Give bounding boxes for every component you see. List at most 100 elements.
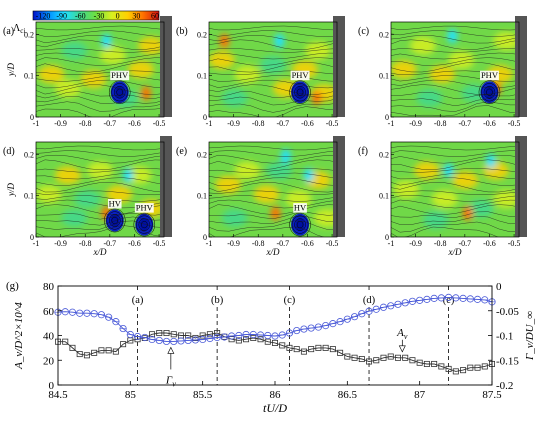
data-point: [243, 336, 250, 343]
cylinder-wall: [333, 16, 345, 117]
x-tick-label: 84.5: [48, 389, 68, 401]
vortex-label: PHV: [136, 203, 154, 213]
x-tick-label: 86: [270, 389, 282, 401]
series-annotation: Av: [396, 327, 408, 341]
panel-label: (d): [3, 146, 15, 157]
data-point: [228, 336, 235, 343]
y-tick-label: 0: [385, 113, 389, 122]
data-point: [206, 331, 213, 338]
data-point: [62, 338, 69, 345]
y-tick-label: 0.1: [197, 192, 207, 201]
data-point: [481, 363, 488, 370]
data-point: [474, 364, 481, 371]
field-panel: PHV (a) -1 -0.9 -0.8 -0.7 -0.6 -0.5 0 0.1 0.2 y/D: [3, 16, 172, 128]
x-tick-label: -0.5: [326, 239, 339, 248]
x-tick-label: -0.8: [79, 119, 92, 128]
data-point: [105, 347, 112, 354]
y-tick-label: 0: [203, 233, 207, 242]
x-tick-label: -0.5: [153, 239, 166, 248]
data-point: [185, 332, 192, 339]
vortex-label: PHV: [292, 70, 310, 80]
x-tick-label: -0.7: [104, 119, 117, 128]
y-right-tick-label: -0.1: [496, 331, 513, 343]
x-tick-label: -0.5: [508, 119, 521, 128]
data-point: [329, 346, 336, 353]
x-tick-label: -0.5: [153, 119, 166, 128]
y-tick-label: 0.2: [379, 30, 389, 39]
y-right-tick-label: 0: [496, 281, 502, 293]
x-axis-label: x/D: [448, 247, 462, 257]
colorbar-tick-label: -90: [56, 12, 67, 21]
data-point: [199, 332, 206, 339]
vortex-label: PHV: [111, 70, 129, 80]
x-tick-label: -0.8: [434, 119, 447, 128]
x-tick-label: -0.8: [434, 239, 447, 248]
y-tick-label: 0.2: [379, 150, 389, 159]
y-tick-label: 0: [203, 113, 207, 122]
colorbar-tick-label: 30: [132, 12, 140, 21]
x-tick-label: -1: [33, 119, 40, 128]
x-tick-label: 85.5: [193, 389, 213, 401]
colorbar-tick-label: 0: [116, 12, 120, 21]
y-right-tick-label: -0.05: [496, 306, 519, 318]
x-tick-label: -0.8: [79, 239, 92, 248]
data-point: [170, 331, 177, 338]
y-tick-label: 0: [30, 233, 34, 242]
panel-frame: [35, 21, 165, 118]
y-tick-label: 0.2: [24, 30, 34, 39]
y-tick-label: 0.2: [197, 30, 207, 39]
y-left-tick-label: 20: [43, 355, 55, 367]
data-point: [344, 353, 351, 360]
data-point: [358, 356, 365, 363]
colorbar-tick-label: 60: [151, 12, 159, 21]
data-point: [91, 349, 98, 356]
panel-frame: [208, 21, 338, 118]
x-tick-label: -0.7: [459, 239, 472, 248]
time-marker-label: (a): [132, 295, 144, 306]
x-tick-label: -1: [388, 239, 395, 248]
data-point: [373, 357, 380, 364]
streamlines: [391, 25, 519, 117]
data-point: [337, 349, 344, 356]
x-tick-label: -0.9: [409, 239, 422, 248]
colorbar-label: Λci: [13, 23, 25, 35]
x-tick-label: -0.6: [301, 239, 314, 248]
y-axis-label: y/D: [6, 183, 16, 197]
data-point: [445, 365, 452, 372]
y-axis-label: y/D: [6, 63, 16, 77]
data-point: [467, 364, 474, 371]
data-point: [402, 354, 409, 361]
colorbar-tick-label: -60: [75, 12, 86, 21]
y-tick-label: 0.1: [197, 72, 207, 81]
data-point: [250, 334, 257, 341]
x-tick-label: -0.7: [104, 239, 117, 248]
x-tick-label: -1: [33, 239, 40, 248]
series-line: [57, 296, 493, 342]
colorbar: Λci -120 -90 -60 -30 0 30 60: [13, 10, 160, 35]
x-tick-label: -1: [206, 239, 213, 248]
streamlines: [391, 145, 519, 237]
x-tick-label: -0.8: [252, 119, 265, 128]
data-point: [286, 344, 293, 351]
data-point: [69, 344, 76, 351]
cylinder-wall: [160, 136, 172, 237]
streamlines: [209, 25, 337, 117]
time-marker-label: (b): [211, 295, 224, 306]
data-point: [112, 348, 119, 355]
cylinder-wall: [160, 16, 172, 117]
time-marker-label: (d): [363, 295, 376, 306]
panel-label: (a): [3, 26, 14, 37]
x-tick-label: -0.7: [277, 239, 290, 248]
x-tick-label: -0.8: [252, 239, 265, 248]
data-point: [293, 346, 300, 353]
data-point: [308, 346, 315, 353]
data-point: [387, 353, 394, 360]
cylinder-wall: [515, 16, 527, 117]
data-point: [156, 330, 163, 337]
colorbar-tick-label: -120: [36, 12, 51, 21]
field-panel: HV (e) -1 -0.9 -0.8 -0.7 -0.6 -0.5 0 0.1 0.2 x/D: [176, 136, 345, 257]
x-tick-label: -0.6: [483, 119, 496, 128]
data-point: [315, 344, 322, 351]
x-tick-label: -0.7: [277, 119, 290, 128]
data-point: [279, 342, 286, 349]
